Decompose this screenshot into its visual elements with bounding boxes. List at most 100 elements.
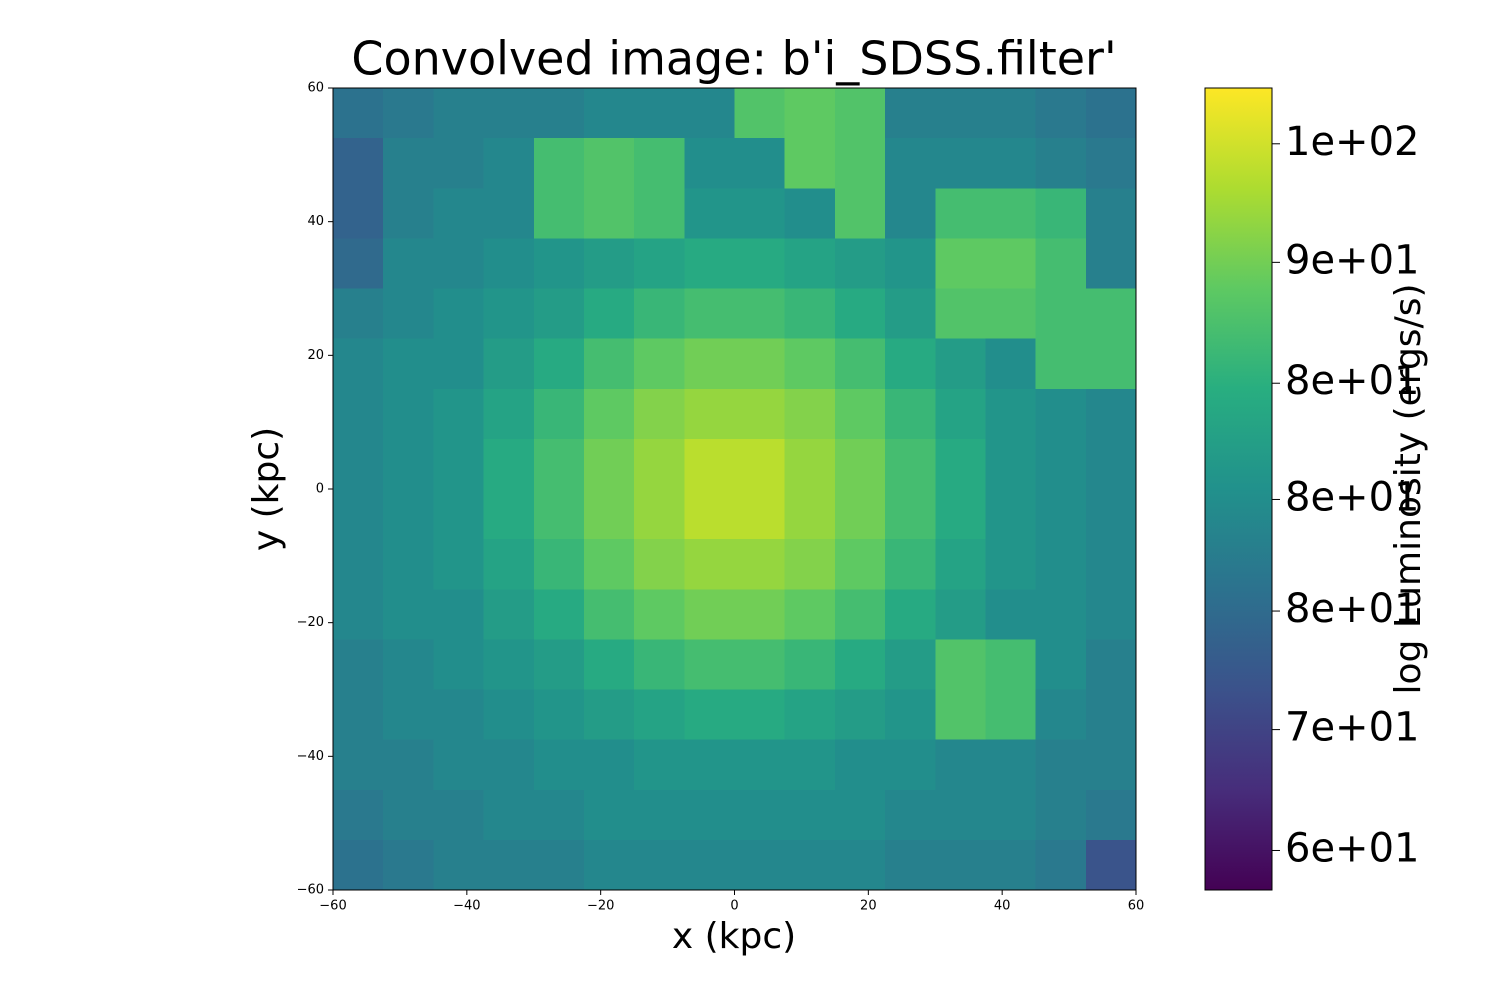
heatmap-cell: [583, 539, 635, 590]
heatmap-cell: [1035, 88, 1087, 139]
heatmap-cell: [634, 288, 685, 340]
heatmap-cell: [734, 639, 786, 691]
heatmap-cell: [1085, 188, 1137, 239]
heatmap-cell: [834, 138, 886, 189]
colorbar: [1204, 87, 1273, 891]
heatmap-cell: [684, 739, 736, 791]
colorbar-label: log Luminosity (ergs/s): [1388, 284, 1429, 695]
heatmap-cell: [383, 789, 434, 841]
heatmap-cell: [734, 789, 786, 841]
heatmap-cell: [834, 88, 886, 139]
colorbar-tick-label: 8e+01: [1285, 586, 1419, 632]
heatmap-cell: [383, 288, 434, 340]
heatmap-cell: [533, 489, 585, 540]
heatmap-cell: [1035, 689, 1087, 741]
heatmap-cell: [433, 789, 485, 841]
heatmap-cell: [985, 188, 1037, 239]
heatmap-cell: [533, 739, 585, 791]
y-tick-label: −60: [297, 883, 324, 898]
heatmap-cell: [483, 438, 535, 490]
heatmap-cell: [784, 589, 836, 640]
heatmap-cell: [433, 639, 485, 691]
x-axis-label: x (kpc): [672, 916, 796, 957]
heatmap-cell: [1035, 238, 1087, 290]
heatmap-cell: [533, 288, 585, 340]
heatmap-cell: [1085, 789, 1137, 841]
heatmap-cell: [333, 388, 384, 440]
heatmap-cell: [383, 739, 434, 791]
heatmap-cell: [784, 238, 836, 290]
heatmap-cell: [583, 388, 635, 440]
heatmap-cell: [885, 739, 936, 791]
heatmap-cell: [935, 88, 987, 139]
heatmap-cell: [1035, 338, 1087, 390]
heatmap-cell: [985, 639, 1037, 691]
heatmap-cell: [634, 689, 685, 741]
heatmap-cell: [333, 789, 384, 841]
heatmap-cell: [634, 188, 685, 239]
heatmap-cell: [784, 188, 836, 239]
heatmap-cell: [684, 489, 736, 540]
colorbar-tick-label: 6e+01: [1285, 825, 1419, 871]
y-axis-label: y (kpc): [246, 427, 287, 551]
heatmap-cell: [583, 188, 635, 239]
heatmap-cell: [734, 589, 786, 640]
heatmap-cell: [1085, 88, 1137, 139]
heatmap-cell: [935, 288, 987, 340]
heatmap-cell: [533, 188, 585, 239]
heatmap-cell: [1035, 288, 1087, 340]
heatmap-cell: [383, 88, 434, 139]
x-tick-label: 60: [1128, 899, 1145, 914]
heatmap-cell: [1035, 138, 1087, 189]
heatmap-cell: [634, 739, 685, 791]
heatmap-cell: [433, 388, 485, 440]
heatmap-cell: [1035, 839, 1087, 891]
heatmap-cell: [734, 739, 786, 791]
heatmap-cell: [885, 238, 936, 290]
heatmap-cell: [834, 188, 886, 239]
colorbar-tick-label: 8e+01: [1285, 474, 1419, 520]
heatmap-cell: [784, 438, 836, 490]
heatmap-cell: [483, 338, 535, 390]
heatmap-cell: [383, 689, 434, 741]
heatmap-cell: [533, 438, 585, 490]
heatmap-cell: [583, 88, 635, 139]
heatmap-cell: [834, 739, 886, 791]
heatmap-cell: [483, 539, 535, 590]
heatmap-cell: [483, 689, 535, 741]
heatmap-cell: [1035, 789, 1087, 841]
heatmap-cell: [1085, 539, 1137, 590]
heatmap-cell: [935, 789, 987, 841]
heatmap-cell: [634, 338, 685, 390]
heatmap-cell: [985, 88, 1037, 139]
heatmap-cell: [1035, 589, 1087, 640]
heatmap-cell: [935, 338, 987, 390]
heatmap-cell: [483, 589, 535, 640]
heatmap-cell: [885, 539, 936, 590]
heatmap-cell: [533, 789, 585, 841]
heatmap-cell: [433, 489, 485, 540]
heatmap-cell: [383, 138, 434, 189]
heatmap-cell: [333, 288, 384, 340]
heatmap-cell: [885, 88, 936, 139]
y-tick-label: −20: [297, 615, 324, 630]
y-tick-label: 40: [307, 214, 324, 229]
heatmap-cell: [684, 388, 736, 440]
heatmap-cell: [433, 188, 485, 239]
heatmap-cell: [985, 438, 1037, 490]
x-tick-label: 20: [860, 899, 877, 914]
colorbar-tick-label: 9e+01: [1285, 237, 1419, 283]
heatmap-cell: [1085, 338, 1137, 390]
heatmap-cell: [684, 88, 736, 139]
heatmap-cell: [634, 238, 685, 290]
heatmap-cell: [1085, 689, 1137, 741]
heatmap-cell: [885, 789, 936, 841]
heatmap-cell: [1035, 388, 1087, 440]
heatmap: [333, 88, 1137, 891]
x-tick-label: −40: [453, 899, 480, 914]
heatmap-cell: [684, 138, 736, 189]
heatmap-cell: [583, 288, 635, 340]
heatmap-cell: [433, 338, 485, 390]
heatmap-cell: [935, 639, 987, 691]
